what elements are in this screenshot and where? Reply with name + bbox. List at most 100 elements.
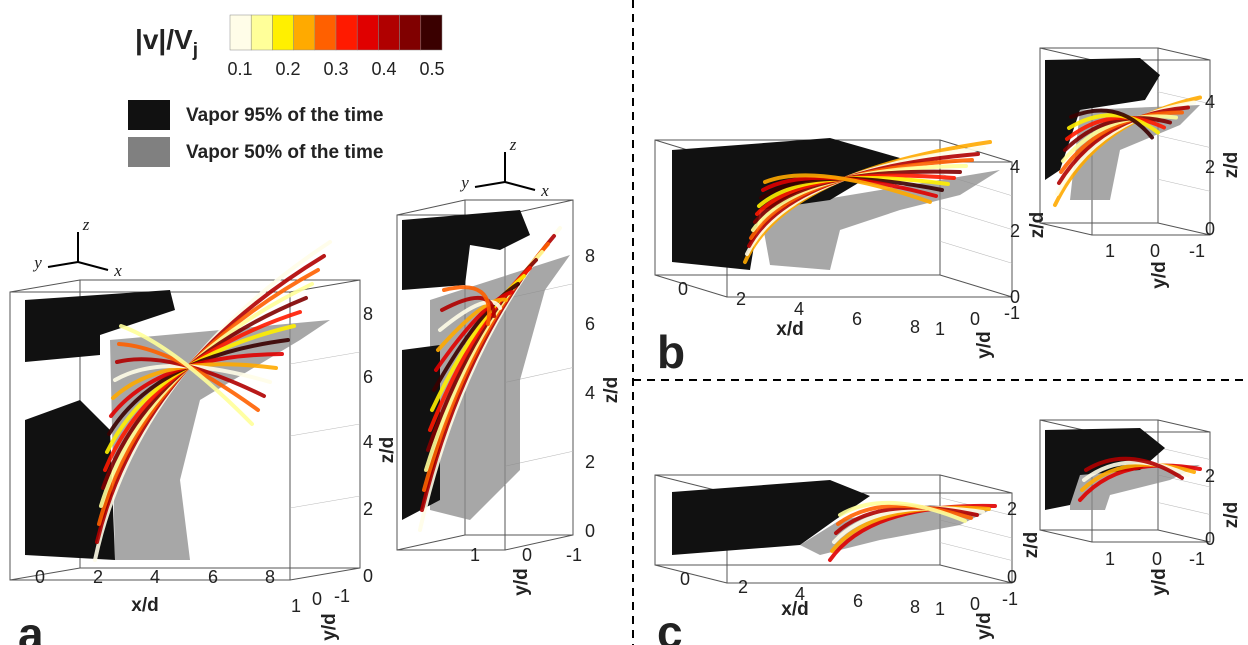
x-tick-label: 0 <box>680 569 690 589</box>
triad-label: z <box>82 215 90 234</box>
grid-line <box>940 543 1012 561</box>
triad-arrow <box>475 182 505 187</box>
y-tick-label: -1 <box>566 545 582 565</box>
z-tick-label: 2 <box>1010 221 1020 241</box>
grid-line <box>940 241 1012 263</box>
colorbar-swatch <box>315 15 336 50</box>
box-edge <box>505 535 573 550</box>
triad-label: x <box>113 261 122 280</box>
z-tick-label: 6 <box>585 314 595 334</box>
y-tick-label: 0 <box>312 589 322 609</box>
grid-line <box>1158 503 1210 515</box>
grid-line <box>290 496 360 508</box>
x-tick-label: 0 <box>678 279 688 299</box>
x-tick-label: 6 <box>852 309 862 329</box>
z-axis-label: z/d <box>1221 502 1242 528</box>
colorbar-swatch <box>336 15 357 50</box>
z-tick-label: 8 <box>363 304 373 324</box>
y-tick-label: 0 <box>1150 241 1160 261</box>
y-axis-label: y/d <box>974 612 995 639</box>
x-tick-label: 8 <box>265 567 275 587</box>
x-tick-label: 6 <box>853 591 863 611</box>
triad-arrow <box>505 182 535 190</box>
y-tick-label: 0 <box>970 309 980 329</box>
grid-line <box>1158 448 1210 460</box>
colorbar-subscript: j <box>192 40 198 61</box>
z-tick-label: 0 <box>1205 219 1215 239</box>
y-tick-label: -1 <box>1189 241 1205 261</box>
y-tick-label: -1 <box>1002 589 1018 609</box>
colorbar-tick: 0.2 <box>275 59 300 79</box>
grid-line <box>1158 179 1210 191</box>
colorbar-tick: 0.3 <box>323 59 348 79</box>
legend-swatch <box>128 100 170 130</box>
z-tick-label: 2 <box>585 452 595 472</box>
box-edge <box>940 475 1012 493</box>
colorbar-swatch <box>357 15 378 50</box>
z-tick-label: 4 <box>585 383 595 403</box>
x-tick-label: 6 <box>208 567 218 587</box>
grid-line <box>290 424 360 436</box>
z-tick-label: 2 <box>1205 157 1215 177</box>
x-tick-label: 0 <box>35 567 45 587</box>
y-tick-label: 0 <box>522 545 532 565</box>
legend-swatch <box>128 137 170 167</box>
colorbar-title: |v|/Vj <box>135 24 198 61</box>
z-axis-label: z/d <box>377 437 398 463</box>
triad-label: x <box>540 181 549 200</box>
x-axis-label: x/d <box>776 319 803 340</box>
box-edge <box>397 535 465 550</box>
figure: |v|/Vj 0.10.20.30.40.5Vapor 95% of the t… <box>0 0 1248 645</box>
colorbar-swatch <box>251 15 272 50</box>
box-edge <box>1158 223 1210 235</box>
y-tick-label: -1 <box>1189 549 1205 569</box>
grid-line <box>1158 136 1210 148</box>
y-tick-label: 1 <box>935 319 945 339</box>
x-tick-label: 4 <box>794 299 804 319</box>
colorbar-swatch <box>400 15 421 50</box>
z-tick-label: 8 <box>585 246 595 266</box>
shapes <box>10 15 1210 583</box>
z-tick-label: 6 <box>363 367 373 387</box>
triad-label: y <box>459 173 469 192</box>
box-edge <box>397 200 465 215</box>
colorbar-label: |v|/V <box>135 24 193 55</box>
y-tick-label: 1 <box>291 596 301 616</box>
y-tick-label: 1 <box>470 545 480 565</box>
panel-letter: a <box>18 608 44 645</box>
y-tick-label: 1 <box>935 599 945 619</box>
z-tick-label: 4 <box>1205 92 1215 112</box>
triad-arrow <box>78 262 108 270</box>
z-tick-label: 0 <box>585 521 595 541</box>
y-axis-label: y/d <box>974 331 995 358</box>
box-edge <box>1158 420 1210 432</box>
y-tick-label: 1 <box>1105 549 1115 569</box>
box-edge <box>1158 530 1210 542</box>
x-tick-label: 2 <box>93 567 103 587</box>
z-tick-label: 4 <box>1010 157 1020 177</box>
x-tick-label: 8 <box>910 317 920 337</box>
box-edge <box>1040 48 1092 60</box>
z-tick-label: 2 <box>1007 499 1017 519</box>
triad-label: y <box>32 253 42 272</box>
y-axis-label: y/d <box>319 613 340 640</box>
colorbar-tick: 0.5 <box>419 59 444 79</box>
y-axis-label: y/d <box>1149 261 1170 288</box>
box-edge <box>1158 48 1210 60</box>
box-edge <box>1040 530 1092 542</box>
x-axis-label: x/d <box>781 599 808 620</box>
box-edge <box>10 280 80 292</box>
x-tick-label: 2 <box>738 577 748 597</box>
z-tick-label: 0 <box>1010 287 1020 307</box>
z-axis-label: z/d <box>601 377 622 403</box>
y-tick-label: -1 <box>334 586 350 606</box>
z-tick-label: 2 <box>1205 466 1215 486</box>
box-edge <box>655 275 727 297</box>
panel-letter: c <box>657 606 683 645</box>
y-axis-label: y/d <box>1149 568 1170 595</box>
panel-letter: b <box>657 326 685 378</box>
box-edge <box>940 275 1012 297</box>
colorbar-swatch <box>378 15 399 50</box>
z-tick-label: 4 <box>363 432 373 452</box>
y-tick-label: 0 <box>970 594 980 614</box>
